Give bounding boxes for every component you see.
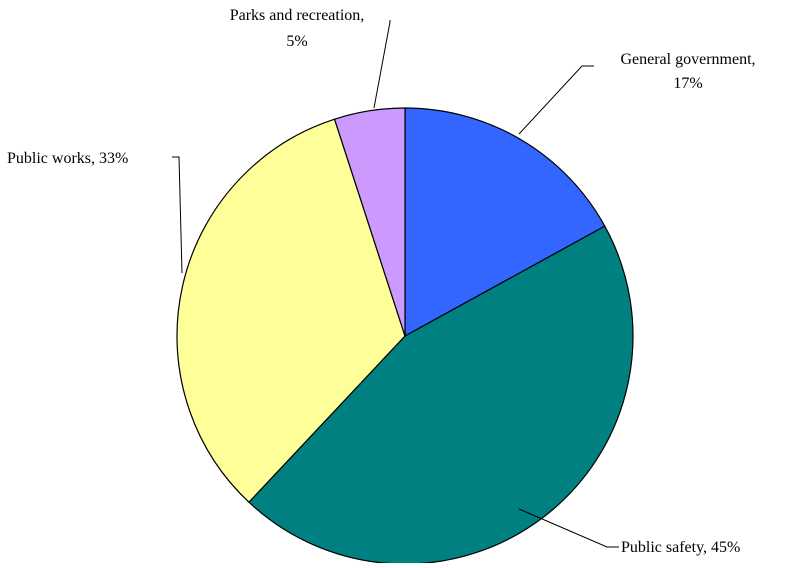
pie-slices	[176, 107, 634, 565]
slice-label: General government, 17%	[620, 51, 755, 92]
pie-slice-public-safety	[248, 225, 634, 565]
leader-line	[373, 20, 391, 109]
slice-label-name: Parks and recreation,	[230, 7, 365, 24]
leader-lines	[172, 20, 619, 548]
pie-slice-parks-and-recreation	[333, 107, 406, 337]
slice-label-name: General government,	[620, 51, 755, 68]
leader-line	[518, 508, 619, 548]
pie-slice-public-works	[176, 118, 406, 504]
slice-label: Public works, 33%	[7, 150, 128, 167]
slice-label: Public safety, 45%	[621, 539, 740, 556]
slice-label-value: 5%	[286, 33, 307, 50]
slice-label-value: 17%	[673, 75, 702, 92]
leader-line	[172, 156, 183, 274]
slice-label: Parks and recreation, 5%	[230, 7, 365, 50]
slice-labels: General government, 17% Public safety, 45%…	[7, 7, 756, 556]
pie-slice-general-government	[404, 107, 606, 338]
leader-line	[518, 65, 594, 135]
